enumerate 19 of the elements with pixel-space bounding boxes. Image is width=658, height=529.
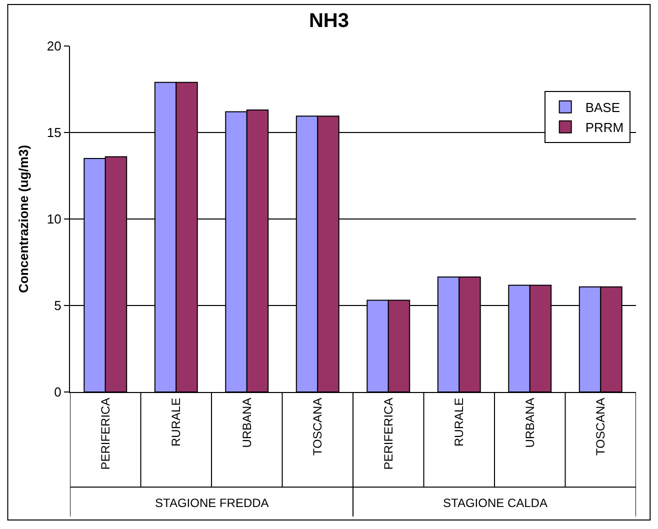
chart-title: NH3 [308, 10, 350, 32]
legend-label: BASE [585, 100, 620, 115]
text: STAGIONE FREDDA [155, 496, 269, 510]
x-tick-label: PERIFERICA [98, 398, 112, 470]
y-tick-label: 15 [46, 125, 62, 140]
y-tick-label: 0 [54, 384, 62, 400]
x-tick-label: TOSCANA [594, 398, 608, 456]
legend-label: PRRM [585, 120, 624, 135]
y-axis-title: Concentrazione (ug/m3) [16, 144, 31, 294]
y-tick-label: 5 [54, 298, 62, 314]
x-tick-label: PERIFERICA [381, 398, 396, 470]
x-tick-label: URBANA [240, 398, 254, 448]
x-tick-label: RURALE [452, 398, 466, 446]
x-tick-label: TOSCANA [310, 398, 325, 456]
text: STAGIONE CALDA [443, 496, 548, 510]
x-tick-label: URBANA [522, 398, 537, 448]
x-tick-label: RURALE [169, 398, 184, 446]
y-tick-label: 10 [46, 212, 62, 227]
y-tick-label: 20 [46, 38, 62, 54]
